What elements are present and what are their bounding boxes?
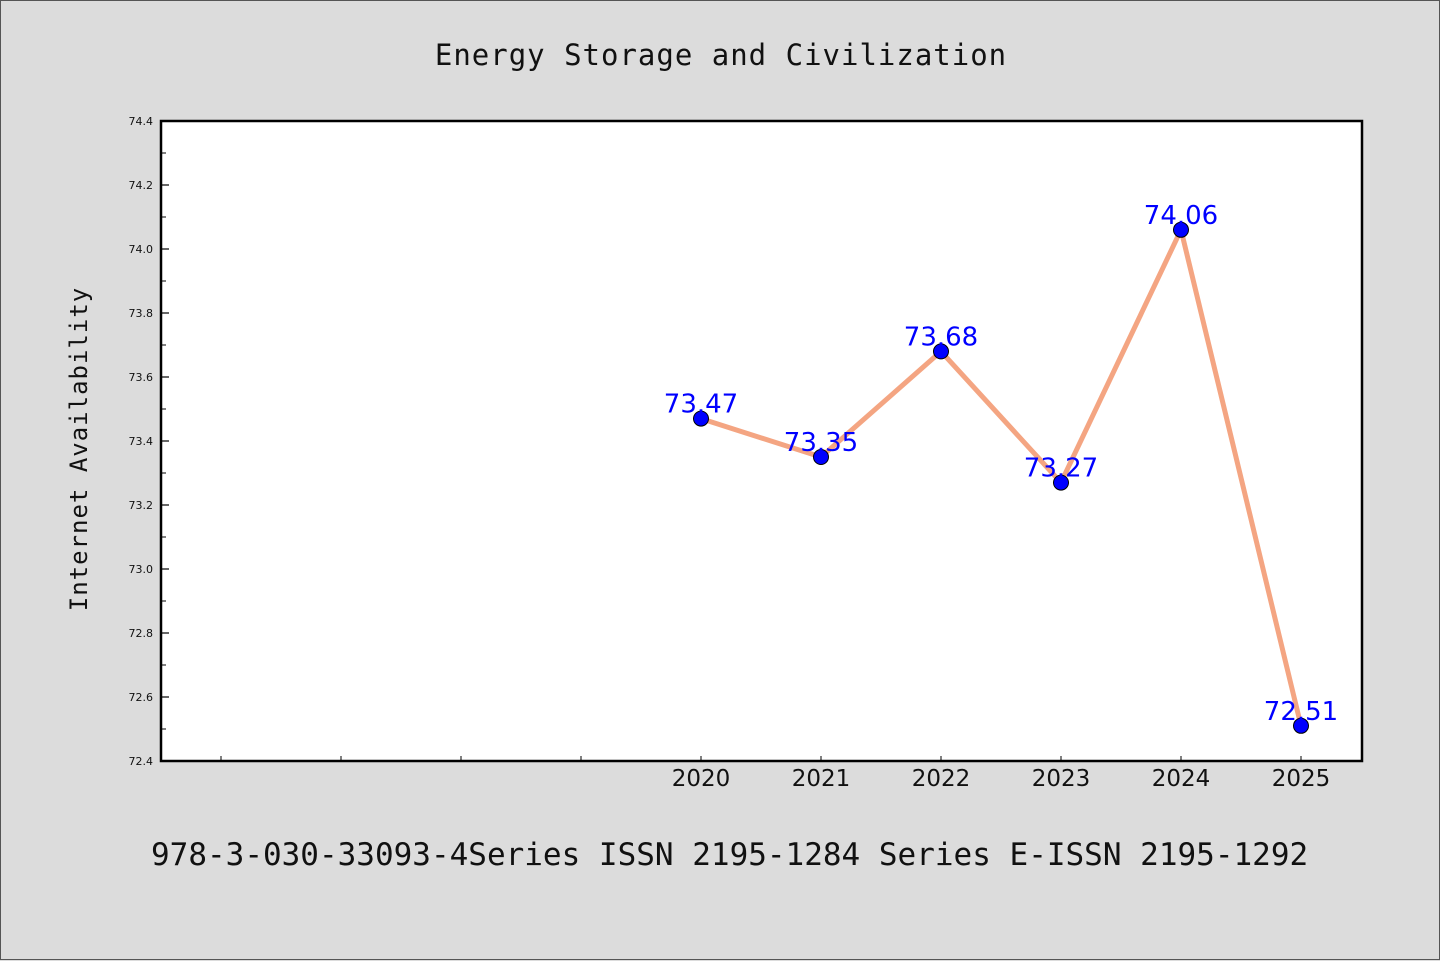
- data-label: 74.06: [1144, 201, 1218, 231]
- data-point: [933, 343, 949, 360]
- x-tick-label: 2020: [672, 766, 731, 792]
- data-label: 73.35: [784, 428, 858, 458]
- y-tick-label: 73.8: [129, 307, 154, 320]
- x-tick-label: 2022: [912, 766, 971, 792]
- data-point: [1293, 717, 1309, 734]
- series-line: [700, 227, 1304, 727]
- y-tick-label: 73.4: [129, 435, 154, 448]
- data-point: [1053, 474, 1069, 491]
- chart-title: Energy Storage and Civilization: [435, 38, 1007, 72]
- data-point: [813, 449, 829, 465]
- y-tick-label: 72.8: [129, 627, 154, 640]
- x-tick-label: 2023: [1032, 766, 1091, 792]
- y-tick-label: 73.2: [129, 499, 154, 512]
- x-tick-label: 2021: [792, 766, 851, 792]
- axis-ticks: [161, 120, 1302, 762]
- x-tick-label: 2025: [1272, 766, 1331, 792]
- y-tick-label: 73.0: [129, 563, 154, 576]
- y-tick-label: 74.4: [129, 115, 154, 128]
- y-tick-labels: 72.4 72.6 72.8 73.0 73.2 73.4 73.6 73.8 74.0 74.2…: [129, 115, 154, 768]
- x-tick-label: 2024: [1152, 766, 1211, 792]
- x-tick-labels: 2020 2021 2022 2023 2024 2025: [672, 766, 1331, 792]
- data-labels: 73.47 73.35 73.68 73.27 74.06 72.51: [664, 201, 1338, 727]
- data-point: [693, 410, 709, 427]
- y-tick-label: 74.0: [129, 243, 154, 256]
- data-label: 73.68: [904, 322, 978, 352]
- y-tick-label: 74.2: [129, 179, 154, 192]
- y-tick-label: 72.4: [129, 755, 154, 768]
- footer-isbn-text: 978-3-030-33093-4Series ISSN 2195-1284 S…: [151, 837, 1308, 873]
- y-axis-label: Internet Availability: [65, 287, 93, 611]
- plot-area: [159, 119, 1364, 763]
- series-line-group: [700, 227, 1304, 727]
- data-label: 73.47: [664, 390, 738, 420]
- data-points: [693, 221, 1309, 734]
- data-point: [1173, 221, 1189, 238]
- y-tick-label: 73.6: [129, 371, 154, 384]
- data-label: 73.27: [1024, 454, 1098, 484]
- y-tick-label: 72.6: [129, 691, 154, 704]
- data-label: 72.51: [1264, 697, 1338, 727]
